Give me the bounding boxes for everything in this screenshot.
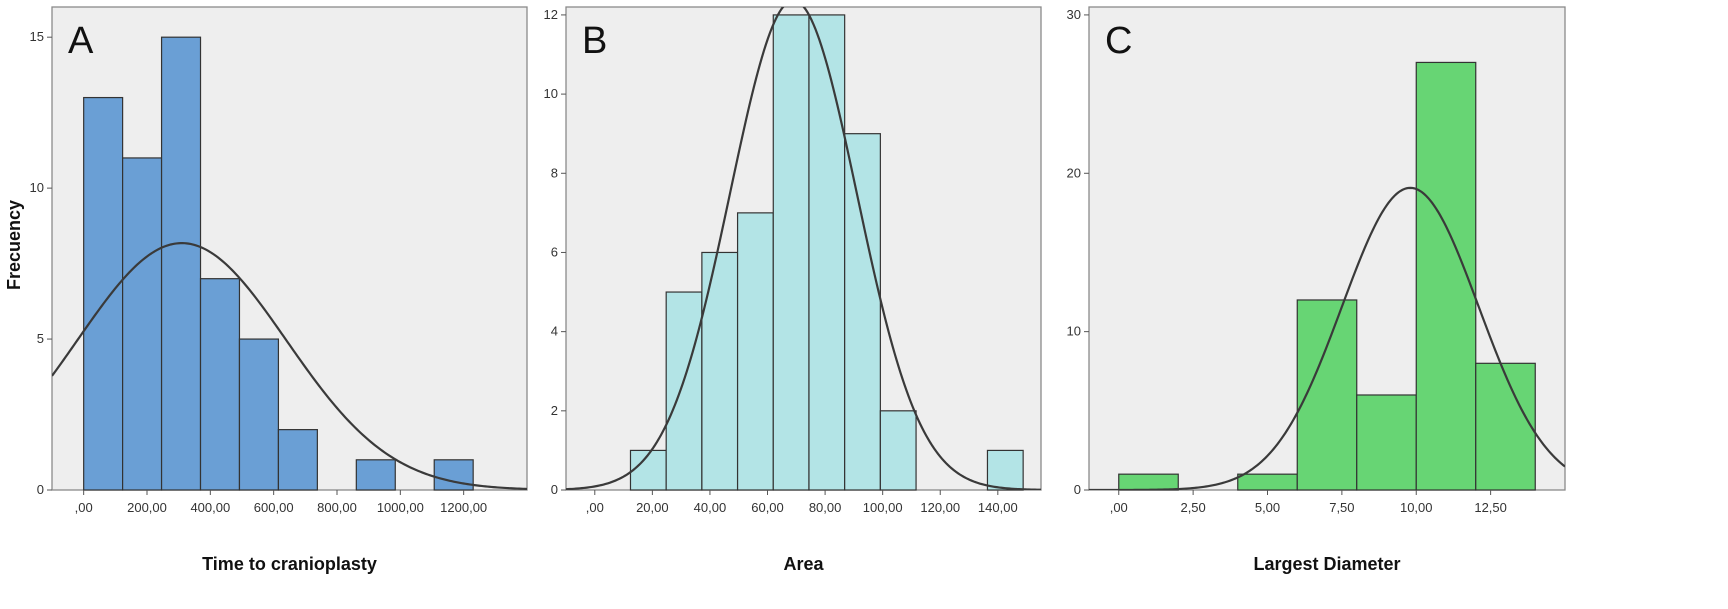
y-tick-label: 0 — [551, 482, 558, 497]
histogram-bar — [1237, 473, 1298, 491]
x-tick-label: 7,50 — [1329, 500, 1354, 515]
histogram-bar — [772, 14, 810, 491]
histogram-bar — [844, 133, 881, 491]
x-tick-label: ,00 — [1110, 500, 1128, 515]
histogram-bar — [122, 157, 163, 491]
x-tick-label: 80,00 — [809, 500, 842, 515]
y-tick-label: 0 — [1074, 482, 1081, 497]
panel-label: A — [68, 20, 94, 62]
normal-curve — [52, 242, 527, 490]
panel-label: C — [1105, 20, 1132, 62]
y-tick-label: 30 — [1067, 7, 1081, 22]
y-tick-label: 10 — [1067, 324, 1081, 339]
x-axis-title: Time to cranioplasty — [202, 554, 377, 574]
x-tick-label: 10,00 — [1400, 500, 1433, 515]
histogram-bar — [355, 459, 396, 491]
x-tick-label: 2,50 — [1180, 500, 1205, 515]
y-tick-label: 20 — [1067, 165, 1081, 180]
y-tick-label: 12 — [544, 7, 558, 22]
x-tick-label: 600,00 — [254, 500, 294, 515]
y-tick-label: 10 — [544, 86, 558, 101]
y-tick-label: 10 — [30, 180, 44, 195]
x-tick-label: 20,00 — [636, 500, 669, 515]
y-tick-label: 0 — [37, 482, 44, 497]
x-tick-label: 120,00 — [920, 500, 960, 515]
x-tick-label: 1200,00 — [440, 500, 487, 515]
histogram-bar — [160, 36, 202, 491]
histogram-bar — [736, 212, 774, 491]
y-tick-label: 2 — [551, 403, 558, 418]
x-tick-label: 100,00 — [863, 500, 903, 515]
y-tick-label: 6 — [551, 244, 558, 259]
x-tick-label: ,00 — [586, 500, 604, 515]
panel-label: B — [582, 20, 607, 62]
y-axis-title: Frecuency — [4, 200, 24, 290]
x-tick-label: 12,50 — [1474, 500, 1507, 515]
histogram-bar — [238, 338, 280, 491]
histogram-bar — [986, 449, 1024, 491]
x-axis-title: Area — [783, 554, 824, 574]
histogram-bar — [879, 410, 917, 491]
normal-curve — [566, 7, 1041, 490]
histogram-bar — [1475, 362, 1536, 491]
x-tick-label: 60,00 — [751, 500, 784, 515]
x-tick-label: 1000,00 — [377, 500, 424, 515]
histogram-bar — [1118, 473, 1179, 491]
normal-curve — [1089, 186, 1565, 490]
x-axis-title: Largest Diameter — [1253, 554, 1400, 574]
x-tick-label: 400,00 — [190, 500, 230, 515]
histogram-bar — [665, 291, 703, 491]
y-tick-label: 8 — [551, 165, 558, 180]
histogram-bar — [1415, 61, 1477, 491]
histogram-bar — [199, 278, 241, 491]
x-tick-label: 5,00 — [1255, 500, 1280, 515]
histogram-bar — [1356, 394, 1417, 491]
histogram-bar — [433, 459, 474, 491]
histogram-bar — [277, 429, 318, 491]
y-tick-label: 5 — [37, 331, 44, 346]
histogram-bar — [629, 449, 667, 491]
x-tick-label: 800,00 — [317, 500, 357, 515]
x-tick-label: 40,00 — [694, 500, 727, 515]
x-tick-label: ,00 — [75, 500, 93, 515]
histogram-bar — [83, 96, 124, 491]
x-tick-label: 200,00 — [127, 500, 167, 515]
histogram-bar — [808, 14, 846, 491]
x-tick-label: 140,00 — [978, 500, 1018, 515]
histogram-bar — [701, 251, 739, 491]
y-tick-label: 15 — [30, 29, 44, 44]
y-tick-label: 4 — [551, 324, 558, 339]
